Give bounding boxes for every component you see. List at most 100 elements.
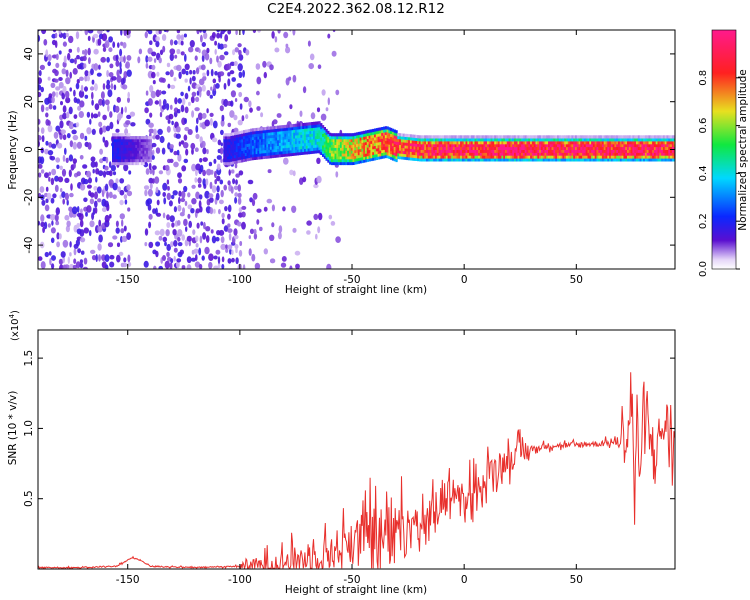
- spectrogram-cell: [327, 136, 330, 140]
- spectrogram-cell: [427, 146, 430, 150]
- spectrogram-cell: [252, 136, 255, 141]
- spectrogram-cell: [115, 178, 119, 184]
- spectrogram-cell: [40, 147, 44, 154]
- spectrogram-cell: [625, 143, 628, 148]
- spectrogram-cell: [325, 107, 329, 112]
- spectrogram-cell: [189, 69, 193, 75]
- spectrogram-cell: [456, 135, 459, 139]
- spectrogram-cell: [300, 140, 303, 144]
- spectrogram-cell: [553, 143, 556, 148]
- spectrogram-cell: [250, 145, 253, 149]
- spectrogram-cell: [251, 199, 256, 207]
- spectrogram-cell: [239, 130, 242, 135]
- spectrogram-cell: [409, 154, 413, 158]
- spectrogram-cell: [381, 135, 384, 139]
- spectrogram-cell: [216, 30, 221, 33]
- spectrogram-cell: [361, 134, 364, 138]
- spectrogram-cell: [512, 143, 515, 148]
- spectrogram-cell: [128, 138, 131, 143]
- spectrogram-cell: [460, 158, 463, 162]
- spectrogram-cell: [458, 152, 461, 156]
- spectrogram-cell: [442, 155, 445, 159]
- spectrogram-cell: [417, 146, 420, 150]
- spectrogram-cell: [567, 155, 570, 159]
- spectrogram-cell: [673, 149, 675, 153]
- spectrogram-cell: [55, 207, 60, 216]
- spectrogram-cell: [381, 147, 384, 151]
- spectrogram-cell: [298, 152, 301, 156]
- spectrogram-cell: [100, 56, 106, 63]
- spectrogram-cell: [117, 136, 120, 140]
- spectrogram-cell: [497, 158, 500, 162]
- spectrogram-cell: [526, 155, 529, 159]
- spectrogram-cell: [305, 122, 308, 126]
- spectrogram-cell: [566, 141, 569, 145]
- spectrogram-cell: [368, 144, 371, 148]
- spectrogram-cell: [600, 149, 603, 153]
- spectrogram-cell: [170, 241, 174, 248]
- spectrogram-cell: [327, 150, 330, 155]
- spectrogram-cell: [562, 155, 565, 159]
- spectrogram-cell: [420, 138, 423, 142]
- spectrogram-cell: [221, 263, 225, 269]
- spectrogram-cell: [348, 144, 352, 148]
- spectrogram-cell: [553, 152, 556, 156]
- spectrogram-cell: [374, 151, 377, 155]
- spectrogram-cell: [566, 158, 569, 162]
- spectrogram-cell: [375, 128, 378, 132]
- spectrogram-cell: [58, 233, 62, 240]
- spectrogram-cell: [592, 143, 596, 148]
- spectrogram-cell: [487, 143, 490, 148]
- spectrogram-cell: [433, 155, 436, 159]
- spectrogram-cell: [268, 149, 271, 153]
- spectrogram-cell: [356, 152, 359, 156]
- spectrogram-cell: [219, 105, 224, 112]
- spectrogram-cell: [239, 159, 242, 163]
- spectrogram-cell: [151, 71, 156, 79]
- spectrogram-cell: [155, 36, 160, 42]
- spectrogram-cell: [422, 135, 425, 139]
- spectrogram-cell: [336, 136, 339, 140]
- spectrogram-cell: [456, 143, 459, 148]
- spectrogram-cell: [587, 143, 590, 148]
- spectrogram-cell: [320, 113, 327, 121]
- spectrogram-cell: [298, 134, 301, 138]
- spectrogram-cell: [558, 135, 561, 139]
- spectrogram-cell: [140, 153, 143, 157]
- spectrogram-cell: [318, 127, 321, 131]
- spectrogram-cell: [195, 96, 200, 102]
- spectrogram-cell: [623, 152, 626, 156]
- spectrogram-cell: [646, 149, 649, 153]
- spectrogram-cell: [575, 152, 578, 156]
- spectrogram-cell: [470, 146, 474, 150]
- spectrogram-cell: [257, 136, 260, 140]
- spectrogram-cell: [138, 153, 142, 157]
- spectrogram-cell: [456, 138, 459, 142]
- spectrogram-cell: [305, 125, 308, 129]
- spectrogram-cell: [616, 158, 619, 162]
- spectrogram-cell: [269, 64, 274, 71]
- spectrogram-cell: [307, 125, 310, 129]
- spectrogram-cell: [147, 30, 153, 35]
- spectrogram-cell: [52, 30, 57, 33]
- spectrogram-cell: [562, 138, 565, 142]
- spectrogram-cell: [625, 149, 628, 153]
- spectrogram-cell: [161, 147, 166, 155]
- spectrogram-cell: [233, 185, 239, 191]
- spectrogram-cell: [557, 146, 560, 150]
- spectrogram-cell: [306, 230, 311, 235]
- spectrogram-cell: [365, 130, 368, 134]
- spectrogram-cell: [370, 155, 373, 159]
- spectrogram-cell: [641, 146, 644, 150]
- spectrogram-cell: [91, 128, 96, 135]
- spectrogram-cell: [264, 138, 267, 142]
- spectrogram-cell: [131, 156, 134, 160]
- spectrogram-cell: [411, 134, 414, 138]
- spectrogram-cell: [147, 47, 153, 55]
- spectrogram-cell: [619, 152, 622, 156]
- spectrogram-cell: [115, 227, 120, 234]
- spectrogram-cell: [490, 149, 493, 153]
- spectrogram-cell: [225, 153, 228, 157]
- spectrogram-cell: [632, 152, 635, 156]
- spectrogram-cell: [126, 144, 129, 148]
